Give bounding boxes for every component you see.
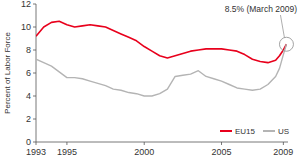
chart: 0 2 4 6 8 10 12 1993 1995 2000 2005 2009 Percent of … <box>0 0 300 163</box>
x-tick <box>221 142 222 145</box>
y-tick-label: 12 <box>21 0 31 9</box>
annotation-leader <box>280 15 284 38</box>
x-tick <box>66 142 67 145</box>
y-tick <box>33 142 36 143</box>
annotation-text: 8.5% (March 2009) <box>225 4 297 14</box>
y-tick-label: 10 <box>21 22 31 32</box>
y-tick <box>33 50 36 51</box>
x-tick <box>36 142 37 145</box>
x-tick <box>144 142 145 145</box>
annotation-circle <box>279 37 293 51</box>
y-tick-label: 6 <box>26 68 31 78</box>
y-axis-label: Percent of Labor Force <box>3 32 12 114</box>
x-tick-label: 2009 <box>273 147 293 157</box>
x-tick <box>283 142 284 145</box>
y-tick <box>33 119 36 120</box>
legend-label: EU15 <box>235 127 256 136</box>
y-tick-label: 4 <box>26 91 31 101</box>
series-line <box>36 44 286 96</box>
y-tick <box>33 27 36 28</box>
series-line <box>36 21 286 62</box>
y-tick-label: 2 <box>26 114 31 124</box>
legend-swatch <box>263 130 275 132</box>
y-tick-label: 0 <box>26 137 31 147</box>
legend-swatch <box>220 130 232 132</box>
x-axis <box>36 142 288 143</box>
y-tick <box>33 4 36 5</box>
plot-area <box>36 21 286 96</box>
y-tick <box>33 73 36 74</box>
y-tick <box>33 96 36 97</box>
y-tick-label: 8 <box>26 45 31 55</box>
x-tick-label: 2005 <box>212 147 232 157</box>
x-tick-label: 2000 <box>134 147 154 157</box>
x-tick-label: 1993 <box>26 147 46 157</box>
legend-label: US <box>278 127 289 136</box>
x-tick-label: 1995 <box>57 147 77 157</box>
